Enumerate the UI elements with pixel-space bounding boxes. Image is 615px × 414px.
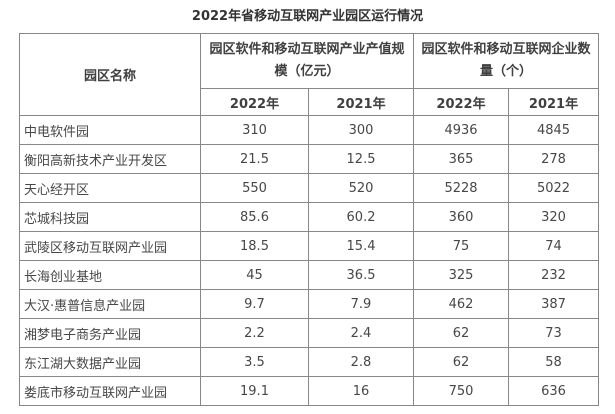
table-header: 园区名称 园区软件和移动互联网产业产值规模（亿元） 园区软件和移动互联网企业数量…	[19, 33, 600, 116]
value-cell: 4936	[413, 115, 510, 145]
park-name-cell: 东江湖大数据产业园	[19, 347, 201, 377]
value-cell: 62	[413, 318, 510, 348]
table-row: 芯城科技园 85.6 60.2 360 320	[19, 202, 600, 232]
col-header-output-2022: 2022年	[200, 88, 309, 116]
value-cell: 36.5	[307, 260, 415, 290]
value-cell: 2.8	[307, 347, 415, 377]
park-name-cell: 武陵区移动互联网产业园	[19, 231, 201, 261]
park-name-cell: 大汉·惠普信息产业园	[19, 289, 201, 319]
table-body: 中电软件园 310 300 4936 4845 衡阳高新技术产业开发区 21.5…	[19, 115, 600, 406]
value-cell: 320	[508, 202, 600, 232]
value-cell: 60.2	[307, 202, 415, 232]
col-header-enterprise-count: 园区软件和移动互联网企业数量（个）	[413, 33, 600, 89]
value-cell: 520	[307, 173, 415, 203]
value-cell: 2.2	[200, 318, 309, 348]
park-name-cell: 衡阳高新技术产业开发区	[19, 144, 201, 174]
value-cell: 74	[508, 231, 600, 261]
value-cell: 19.1	[200, 376, 309, 406]
value-cell: 73	[508, 318, 600, 348]
col-header-enterprise-2022: 2022年	[413, 88, 510, 116]
table-row: 长海创业基地 45 36.5 325 232	[19, 260, 600, 290]
industry-park-table: 园区名称 园区软件和移动互联网产业产值规模（亿元） 园区软件和移动互联网企业数量…	[19, 33, 600, 406]
table-row: 大汉·惠普信息产业园 9.7 7.9 462 387	[19, 289, 600, 319]
value-cell: 16	[307, 376, 415, 406]
park-name-cell: 芯城科技园	[19, 202, 201, 232]
header-group-row: 园区名称 园区软件和移动互联网产业产值规模（亿元） 园区软件和移动互联网企业数量…	[19, 33, 600, 116]
col-header-output-2021: 2021年	[307, 88, 415, 116]
value-cell: 387	[508, 289, 600, 319]
table-row: 衡阳高新技术产业开发区 21.5 12.5 365 278	[19, 144, 600, 174]
value-cell: 2.4	[307, 318, 415, 348]
park-name-cell: 天心经开区	[19, 173, 201, 203]
table-row: 东江湖大数据产业园 3.5 2.8 62 58	[19, 347, 600, 377]
table-row: 武陵区移动互联网产业园 18.5 15.4 75 74	[19, 231, 600, 261]
table-row: 湘梦电子商务产业园 2.2 2.4 62 73	[19, 318, 600, 348]
value-cell: 85.6	[200, 202, 309, 232]
col-header-output-scale: 园区软件和移动互联网产业产值规模（亿元）	[199, 33, 415, 89]
value-cell: 462	[413, 289, 510, 319]
value-cell: 45	[200, 260, 309, 290]
value-cell: 278	[508, 144, 600, 174]
park-name-cell: 娄底市移动互联网产业园	[19, 376, 201, 406]
value-cell: 12.5	[307, 144, 415, 174]
value-cell: 21.5	[200, 144, 309, 174]
value-cell: 18.5	[200, 231, 309, 261]
value-cell: 58	[508, 347, 600, 377]
header-year-row: 2022年 2021年 2022年 2021年	[20, 88, 600, 116]
table-row: 中电软件园 310 300 4936 4845	[19, 115, 600, 145]
table-row: 娄底市移动互联网产业园 19.1 16 750 636	[19, 376, 600, 406]
park-name-cell: 长海创业基地	[19, 260, 201, 290]
value-cell: 550	[200, 173, 309, 203]
park-name-cell: 中电软件园	[19, 115, 201, 145]
value-cell: 4845	[508, 115, 600, 145]
value-cell: 310	[200, 115, 309, 145]
value-cell: 636	[508, 376, 600, 406]
value-cell: 300	[307, 115, 415, 145]
value-cell: 3.5	[200, 347, 309, 377]
value-cell: 365	[413, 144, 510, 174]
value-cell: 232	[508, 260, 600, 290]
value-cell: 75	[413, 231, 510, 261]
table-row: 天心经开区 550 520 5228 5022	[19, 173, 600, 203]
value-cell: 750	[413, 376, 510, 406]
col-header-park-name: 园区名称	[19, 33, 201, 116]
value-cell: 15.4	[307, 231, 415, 261]
col-header-enterprise-2021: 2021年	[508, 88, 600, 116]
value-cell: 325	[413, 260, 510, 290]
park-name-cell: 湘梦电子商务产业园	[19, 318, 201, 348]
value-cell: 7.9	[307, 289, 415, 319]
value-cell: 62	[413, 347, 510, 377]
value-cell: 9.7	[200, 289, 309, 319]
value-cell: 5022	[508, 173, 600, 203]
value-cell: 360	[413, 202, 510, 232]
value-cell: 5228	[413, 173, 510, 203]
page-title: 2022年省移动互联网产业园区运行情况	[191, 9, 424, 24]
